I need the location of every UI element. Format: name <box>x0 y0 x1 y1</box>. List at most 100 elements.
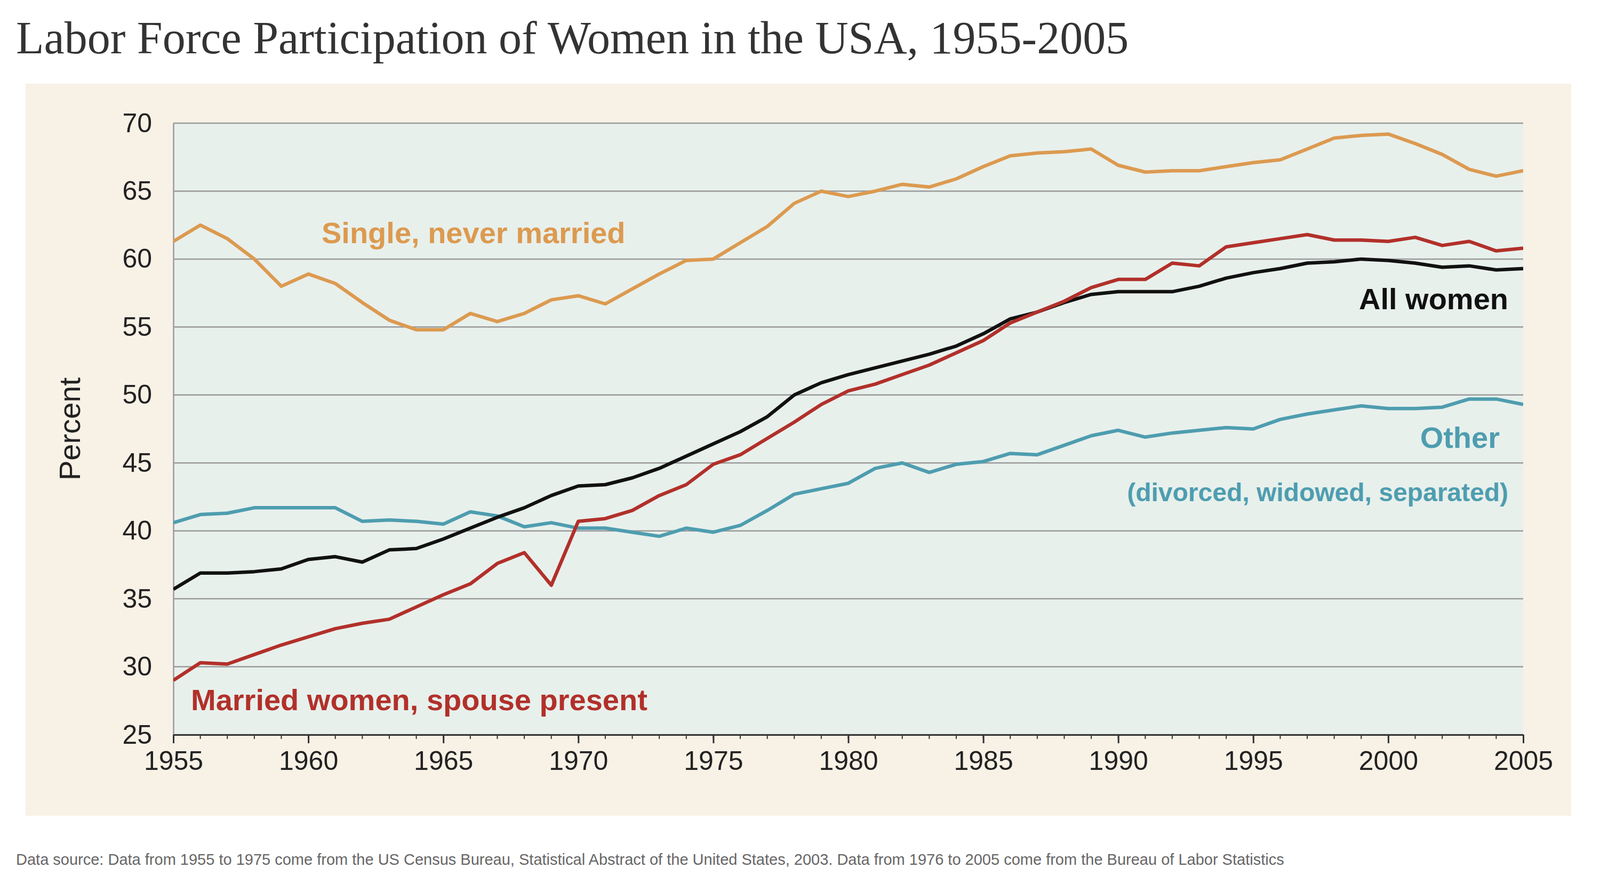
x-tick-label: 2005 <box>1493 746 1554 776</box>
x-minor-ticks <box>173 734 1524 740</box>
x-minor-tick <box>1279 734 1281 740</box>
x-tick: 2005 <box>1493 734 1554 776</box>
x-minor-tick <box>307 734 309 740</box>
x-tick-mark <box>307 734 310 744</box>
x-minor-tick <box>577 734 579 740</box>
x-tick: 1960 <box>278 734 339 776</box>
plot-background <box>173 123 1524 735</box>
x-tick-mark <box>982 734 985 744</box>
grid <box>173 123 1524 735</box>
x-minor-tick <box>712 734 714 740</box>
x-axis: 1955 1960 1965 1970 1975 1980 1985 1990 1995 2000… <box>144 734 1554 776</box>
y-tick-label: 55 <box>122 312 152 342</box>
x-minor-tick <box>874 734 876 740</box>
x-minor-tick <box>1333 734 1335 740</box>
x-minor-tick <box>1360 734 1362 740</box>
grid-line <box>173 394 1524 397</box>
x-tick-label: 2000 <box>1358 746 1419 776</box>
x-minor-tick <box>1522 734 1524 740</box>
x-minor-tick <box>739 734 741 740</box>
x-tick: 1990 <box>1089 734 1149 776</box>
y-tick: 60 <box>122 243 174 274</box>
x-tick: 1965 <box>413 734 474 776</box>
x-minor-tick <box>334 734 336 740</box>
x-minor-tick <box>1495 734 1497 740</box>
chart: Labor Force Participation of Women in th… <box>0 0 1600 884</box>
x-minor-tick <box>253 734 255 740</box>
y-tick-label: 30 <box>122 651 152 682</box>
x-tick-mark <box>712 734 715 744</box>
x-tick-mark <box>577 734 580 744</box>
x-minor-tick <box>1441 734 1443 740</box>
grid-line <box>173 530 1524 532</box>
series-label: Married women, spouse present <box>190 683 648 717</box>
x-minor-tick <box>685 734 687 740</box>
series-line <box>173 133 1524 330</box>
x-minor-tick <box>1171 734 1173 740</box>
x-minor-tick <box>172 734 174 740</box>
grid-line <box>173 258 1524 261</box>
x-minor-tick <box>1387 734 1389 740</box>
x-minor-tick <box>1252 734 1254 740</box>
x-minor-tick <box>632 734 634 740</box>
panel-background <box>25 83 1572 816</box>
y-tick-label: 70 <box>122 108 152 139</box>
grid-line <box>173 598 1524 600</box>
x-tick-label: 1965 <box>413 746 474 776</box>
y-tick: 25 <box>122 720 174 750</box>
y-tick: 65 <box>122 176 174 206</box>
x-minor-tick <box>928 734 930 740</box>
x-minor-tick <box>604 734 606 740</box>
x-minor-tick <box>1090 734 1092 740</box>
grid-line <box>173 326 1524 328</box>
x-tick-label: 1980 <box>818 746 878 776</box>
x-minor-tick <box>1036 734 1038 740</box>
grid-line <box>173 462 1524 464</box>
x-minor-tick <box>766 734 768 740</box>
x-tick: 2000 <box>1358 734 1419 776</box>
title: Labor Force Participation of Women in th… <box>16 12 1129 64</box>
x-minor-tick <box>1198 734 1200 740</box>
x-minor-tick <box>523 734 525 740</box>
x-tick: 1995 <box>1224 734 1284 776</box>
series-label: Other <box>1420 420 1500 455</box>
x-tick-label: 1975 <box>683 746 743 776</box>
x-minor-tick <box>901 734 903 740</box>
y-axis-line <box>172 123 175 736</box>
y-tick: 70 <box>122 108 174 139</box>
lines <box>173 133 1524 681</box>
x-minor-tick <box>361 734 363 740</box>
y-tick: 30 <box>122 651 174 682</box>
y-tick-label: 45 <box>122 448 152 478</box>
x-tick-mark <box>442 734 445 744</box>
x-minor-tick <box>820 734 822 740</box>
x-minor-tick <box>658 734 660 740</box>
x-minor-tick <box>1414 734 1416 740</box>
series-line <box>173 398 1524 536</box>
x-minor-tick <box>1063 734 1065 740</box>
x-minor-tick <box>848 734 850 740</box>
x-tick-label: 1970 <box>548 746 608 776</box>
x-tick-mark <box>1252 734 1255 744</box>
grid-line <box>173 122 1524 125</box>
grid-line <box>173 190 1524 192</box>
x-tick: 1985 <box>953 734 1013 776</box>
x-tick-label: 1995 <box>1224 746 1284 776</box>
x-minor-tick <box>793 734 795 740</box>
y-tick-label: 50 <box>122 379 152 410</box>
y-tick: 45 <box>122 448 174 478</box>
x-minor-tick <box>496 734 498 740</box>
x-tick-label: 1985 <box>953 746 1013 776</box>
y-tick-label: 60 <box>122 243 152 274</box>
y-axis-title: Percent <box>52 377 87 481</box>
x-minor-tick <box>416 734 418 740</box>
x-minor-tick <box>1306 734 1308 740</box>
x-tick-mark <box>1522 734 1525 744</box>
x-tick: 1955 <box>144 734 204 776</box>
x-tick-mark <box>172 734 175 744</box>
x-minor-tick <box>226 734 228 740</box>
x-minor-tick <box>1225 734 1227 740</box>
y-tick: 50 <box>122 379 174 410</box>
grid-line <box>173 666 1524 668</box>
y-axis: 25303540455055606570 <box>122 108 174 750</box>
